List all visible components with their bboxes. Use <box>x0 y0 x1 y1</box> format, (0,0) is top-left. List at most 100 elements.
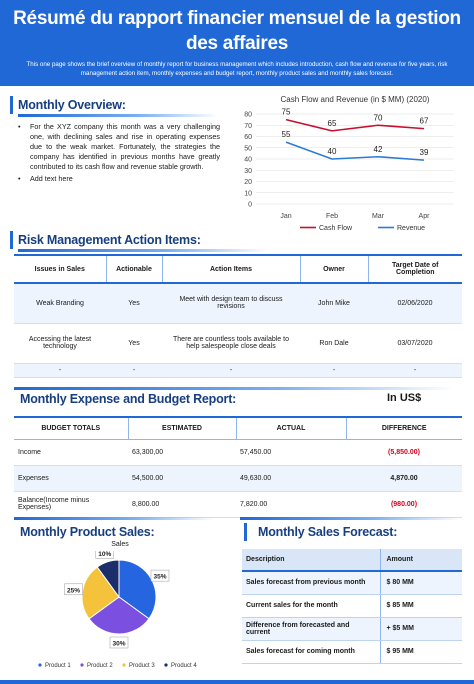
data-label: 30% <box>112 641 125 648</box>
column-header: Target Date of Completion <box>367 254 462 284</box>
column-header: Actionable <box>105 254 162 284</box>
risk-table: Issues in Sales Actionable Action Items … <box>14 254 462 378</box>
data-label: 55 <box>282 130 291 139</box>
expense-title: Monthly Expense and Budget Report: <box>20 392 237 406</box>
legend-swatch <box>164 663 168 667</box>
overview-title: Monthly Overview: <box>18 98 126 112</box>
cashflow-chart-title: Cash Flow and Revenue (in $ MM) (2020) <box>280 95 430 104</box>
legend-label: Cash Flow <box>319 225 353 232</box>
table-row: Weak Branding Yes Meet with design team … <box>14 283 462 324</box>
table-cell: + $5 MM <box>379 617 462 641</box>
table-cell: $ 80 MM <box>379 571 462 595</box>
x-tick-label: Jan <box>280 213 291 220</box>
table-cell: Expenses <box>14 465 128 492</box>
data-label: 42 <box>374 145 383 154</box>
series-line-revenue <box>285 141 425 161</box>
data-label: 75 <box>282 108 291 117</box>
table-cell: 54,500.00 <box>128 465 236 492</box>
column-header: ESTIMATED <box>127 416 236 440</box>
column-header: DIFFERENCE <box>345 416 462 440</box>
table-cell: 4,870.00 <box>346 465 462 492</box>
table-cell: 57,450.00 <box>236 439 346 466</box>
data-label: 25% <box>67 587 80 594</box>
overview-bullet: For the XYZ company this month was a ver… <box>16 122 220 172</box>
table-cell: 03/07/2020 <box>368 323 462 364</box>
sales-title: Monthly Product Sales: <box>20 525 155 539</box>
y-tick-label: 30 <box>244 168 252 175</box>
column-header: Issues in Sales <box>14 254 106 284</box>
pie-chart-title: Sales <box>111 541 129 548</box>
table-cell: (980.00) <box>346 491 462 518</box>
column-header: BUDGET TOTALS <box>14 416 128 440</box>
overview-bullets: For the XYZ company this month was a ver… <box>16 122 220 186</box>
table-cell: Yes <box>106 323 162 364</box>
column-header: Amount <box>379 549 462 572</box>
expense-table: BUDGET TOTALS ESTIMATED ACTUAL DIFFERENC… <box>14 416 462 518</box>
table-cell: Difference from forecasted and current <box>242 617 380 641</box>
table-cell: - <box>14 363 106 378</box>
table-cell: Sales forecast from previous month <box>242 571 380 595</box>
table-header-row: Description Amount <box>242 549 462 572</box>
table-cell: Sales forecast for coming month <box>242 640 380 664</box>
cashflow-revenue-chart: 0 10 20 30 40 50 60 70 80 Jan Feb Mar Apr 75 65 70 67 55 4… <box>244 108 454 232</box>
column-header: Owner <box>299 254 368 284</box>
header-banner: Résumé du rapport financier mensuel de l… <box>0 0 474 86</box>
section-underline <box>18 114 218 117</box>
data-label: 40 <box>328 147 337 156</box>
table-cell: Current sales for the month <box>242 594 380 618</box>
column-header: Action Items <box>161 254 300 284</box>
legend-label: Product 1 <box>45 663 71 669</box>
table-cell: 02/06/2020 <box>368 283 462 324</box>
table-cell: Income <box>14 439 128 466</box>
data-label: 70 <box>374 113 383 122</box>
x-tick-label: Mar <box>372 213 385 220</box>
data-label: 10% <box>98 551 111 558</box>
y-tick-label: 20 <box>244 179 252 186</box>
table-cell: (5,850.00) <box>346 439 462 466</box>
table-cell: Ron Dale <box>300 323 368 364</box>
table-row: Difference from forecasted and current +… <box>242 617 462 641</box>
page-subtitle: This one page shows the brief overview o… <box>26 61 448 77</box>
table-cell: 7,820.00 <box>236 491 346 518</box>
y-tick-label: 60 <box>244 134 252 141</box>
y-tick-label: 0 <box>248 202 252 209</box>
table-cell: Meet with design team to discuss revisio… <box>162 283 300 324</box>
table-cell: $ 95 MM <box>379 640 462 664</box>
legend-label: Product 3 <box>129 663 155 669</box>
table-cell: Yes <box>106 283 162 324</box>
overview-bullet: Add text here <box>16 174 220 184</box>
data-label: 39 <box>420 148 429 157</box>
legend-swatch <box>122 663 126 667</box>
table-row: Expenses 54,500.00 49,630.00 4,870.00 <box>14 465 462 492</box>
data-label: 67 <box>420 117 429 126</box>
y-tick-label: 50 <box>244 145 252 152</box>
table-cell: Balance(Income minus Expenses) <box>14 491 128 518</box>
legend-label: Revenue <box>397 225 425 232</box>
legend-label: Product 2 <box>87 663 113 669</box>
column-header: ACTUAL <box>235 416 346 440</box>
data-label-box <box>109 636 129 649</box>
section-divider <box>240 517 460 520</box>
table-header-row: Issues in Sales Actionable Action Items … <box>14 254 462 284</box>
table-cell: There are countless tools available to h… <box>162 323 300 364</box>
footer-bar <box>0 680 474 684</box>
table-header-row: BUDGET TOTALS ESTIMATED ACTUAL DIFFERENC… <box>14 416 462 440</box>
table-cell: Weak Branding <box>14 283 106 324</box>
section-marker <box>10 231 13 249</box>
section-marker <box>244 523 247 541</box>
page-title: Résumé du rapport financier mensuel de l… <box>13 8 461 54</box>
table-row: Income 63,300,00 57,450.00 (5,850.00) <box>14 439 462 466</box>
series-line-cash-flow <box>285 118 425 132</box>
table-row: Accessing the latest technology Yes Ther… <box>14 323 462 364</box>
data-label-box <box>150 569 170 582</box>
product-sales-pie: 35% 30% 25% 10% Product 1 Product 2 Product 3 P… <box>38 551 197 669</box>
table-cell: - <box>300 363 368 378</box>
legend-swatch <box>80 663 84 667</box>
section-marker <box>10 96 13 114</box>
table-cell: $ 85 MM <box>379 594 462 618</box>
section-divider <box>14 387 454 390</box>
section-underline <box>18 249 268 252</box>
data-label: 65 <box>328 119 337 128</box>
currency-label: In US$ <box>387 392 422 404</box>
table-row: Current sales for the month $ 85 MM <box>242 594 462 618</box>
